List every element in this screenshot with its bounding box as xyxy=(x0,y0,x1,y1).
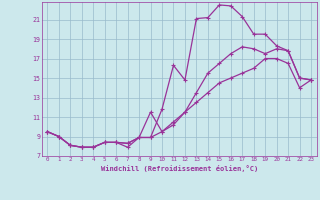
X-axis label: Windchill (Refroidissement éolien,°C): Windchill (Refroidissement éolien,°C) xyxy=(100,165,258,172)
